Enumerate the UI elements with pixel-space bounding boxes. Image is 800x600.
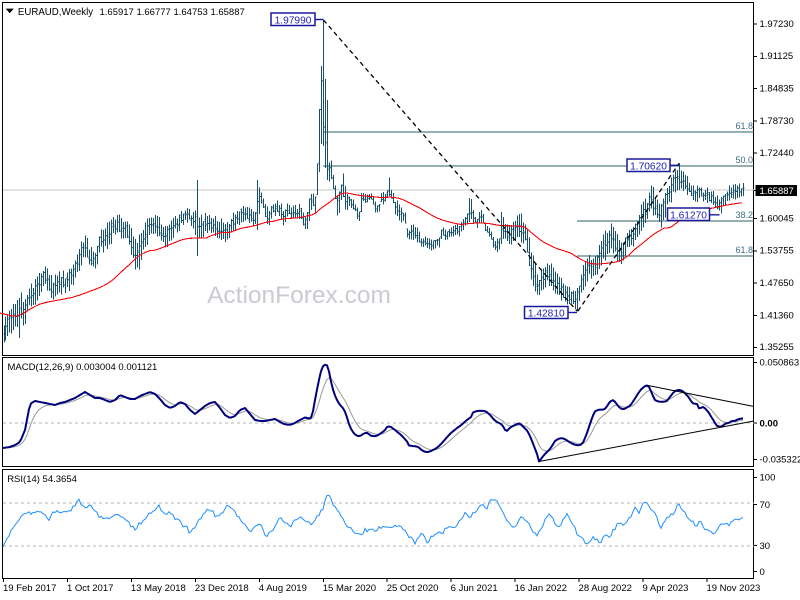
svg-text:38.2: 38.2 [735,210,753,220]
svg-text:70: 70 [760,500,771,511]
svg-text:19 Nov 2023: 19 Nov 2023 [706,583,760,594]
svg-text:0.00: 0.00 [760,418,779,429]
svg-text:25 Oct 2020: 25 Oct 2020 [387,583,439,594]
svg-text:61.8: 61.8 [735,121,753,131]
svg-text:100: 100 [760,473,776,484]
svg-text:1.72440: 1.72440 [760,148,794,159]
svg-text:EURAUD,Weekly: EURAUD,Weekly [18,7,93,18]
svg-text:RSI(14) 54.3654: RSI(14) 54.3654 [7,474,77,485]
svg-text:1.65887: 1.65887 [760,186,794,197]
svg-text:1.60045: 1.60045 [760,213,794,224]
svg-text:1.91125: 1.91125 [760,51,794,62]
svg-text:1.97230: 1.97230 [760,19,794,30]
svg-text:1.97990: 1.97990 [275,15,312,26]
svg-text:4 Aug 2019: 4 Aug 2019 [259,583,307,594]
svg-text:ActionForex.com: ActionForex.com [207,282,391,309]
svg-text:23 Dec 2018: 23 Dec 2018 [195,583,249,594]
svg-text:1.78730: 1.78730 [760,116,794,127]
svg-text:0.050863: 0.050863 [760,358,800,369]
svg-text:6 Jun 2021: 6 Jun 2021 [451,583,498,594]
svg-text:16 Jan 2022: 16 Jan 2022 [515,583,567,594]
svg-text:1.84835: 1.84835 [760,84,794,95]
svg-text:0: 0 [760,567,765,578]
svg-text:28 Aug 2022: 28 Aug 2022 [579,583,632,594]
svg-text:1.47650: 1.47650 [760,278,794,289]
svg-text:1.41360: 1.41360 [760,310,794,321]
svg-text:1.42810: 1.42810 [528,308,565,319]
svg-text:13 May 2018: 13 May 2018 [131,583,186,594]
svg-text:1.61270: 1.61270 [670,210,707,221]
svg-text:1.65917 1.66777 1.64753 1.6588: 1.65917 1.66777 1.64753 1.65887 [100,7,245,18]
svg-text:1.35255: 1.35255 [760,342,794,353]
svg-text:MACD(12,26,9) 0.003004 0.00112: MACD(12,26,9) 0.003004 0.001121 [8,362,158,373]
svg-text:19 Feb 2017: 19 Feb 2017 [3,583,56,594]
svg-text:50.0: 50.0 [735,155,753,165]
svg-text:15 Mar 2020: 15 Mar 2020 [323,583,376,594]
svg-text:9 Apr 2023: 9 Apr 2023 [643,583,689,594]
svg-text:61.8: 61.8 [735,245,753,255]
svg-text:30: 30 [760,541,771,552]
svg-text:-0.035322: -0.035322 [760,455,800,466]
svg-text:1 Oct 2017: 1 Oct 2017 [67,583,113,594]
svg-text:1.53755: 1.53755 [760,246,794,257]
svg-text:1.70620: 1.70620 [630,161,667,172]
